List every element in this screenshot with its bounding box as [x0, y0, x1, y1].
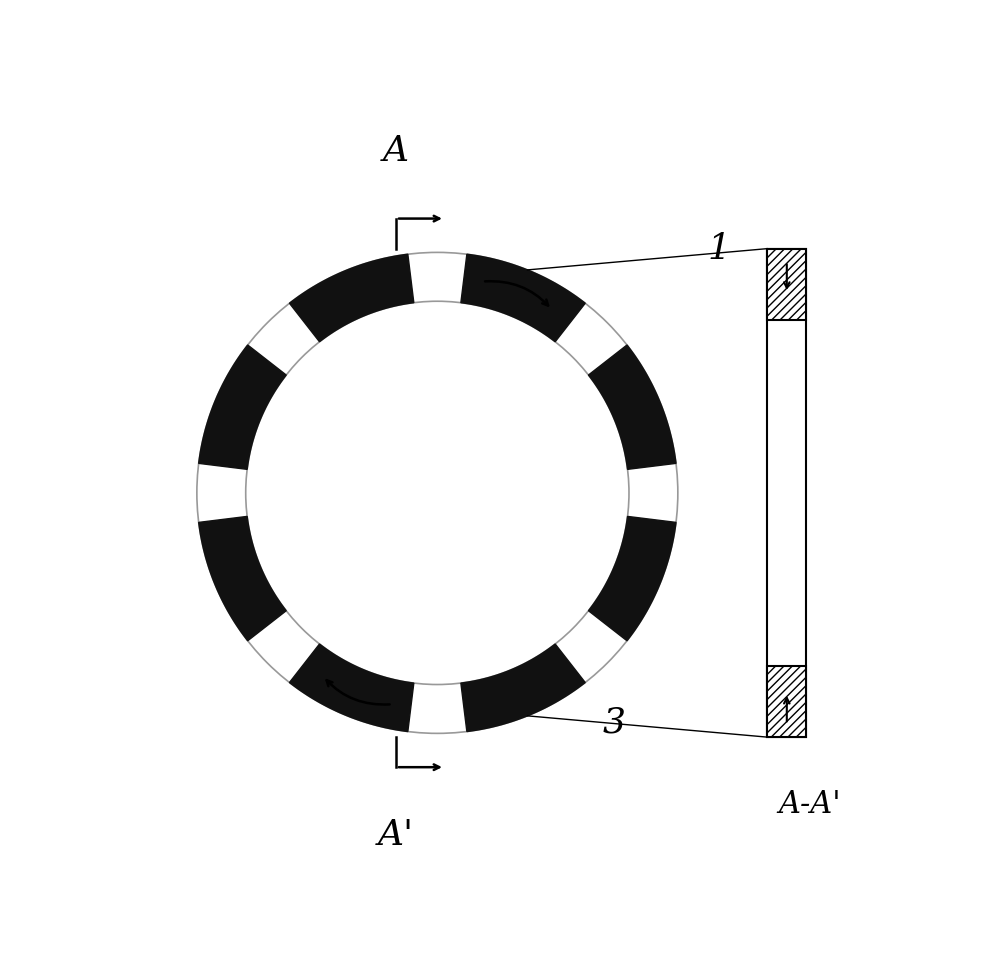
Bar	[767, 249, 806, 320]
Polygon shape	[461, 254, 585, 342]
Text: 1: 1	[708, 231, 731, 265]
Bar	[767, 666, 806, 737]
Polygon shape	[588, 345, 676, 469]
Polygon shape	[199, 516, 286, 641]
Polygon shape	[588, 516, 676, 641]
Polygon shape	[461, 644, 585, 732]
Text: A: A	[383, 134, 409, 168]
Bar	[767, 249, 806, 737]
Polygon shape	[289, 644, 414, 732]
Polygon shape	[289, 254, 414, 342]
Polygon shape	[199, 345, 286, 469]
Text: 3: 3	[602, 705, 625, 739]
Text: A-A': A-A'	[778, 790, 841, 820]
Text: A': A'	[378, 818, 414, 852]
